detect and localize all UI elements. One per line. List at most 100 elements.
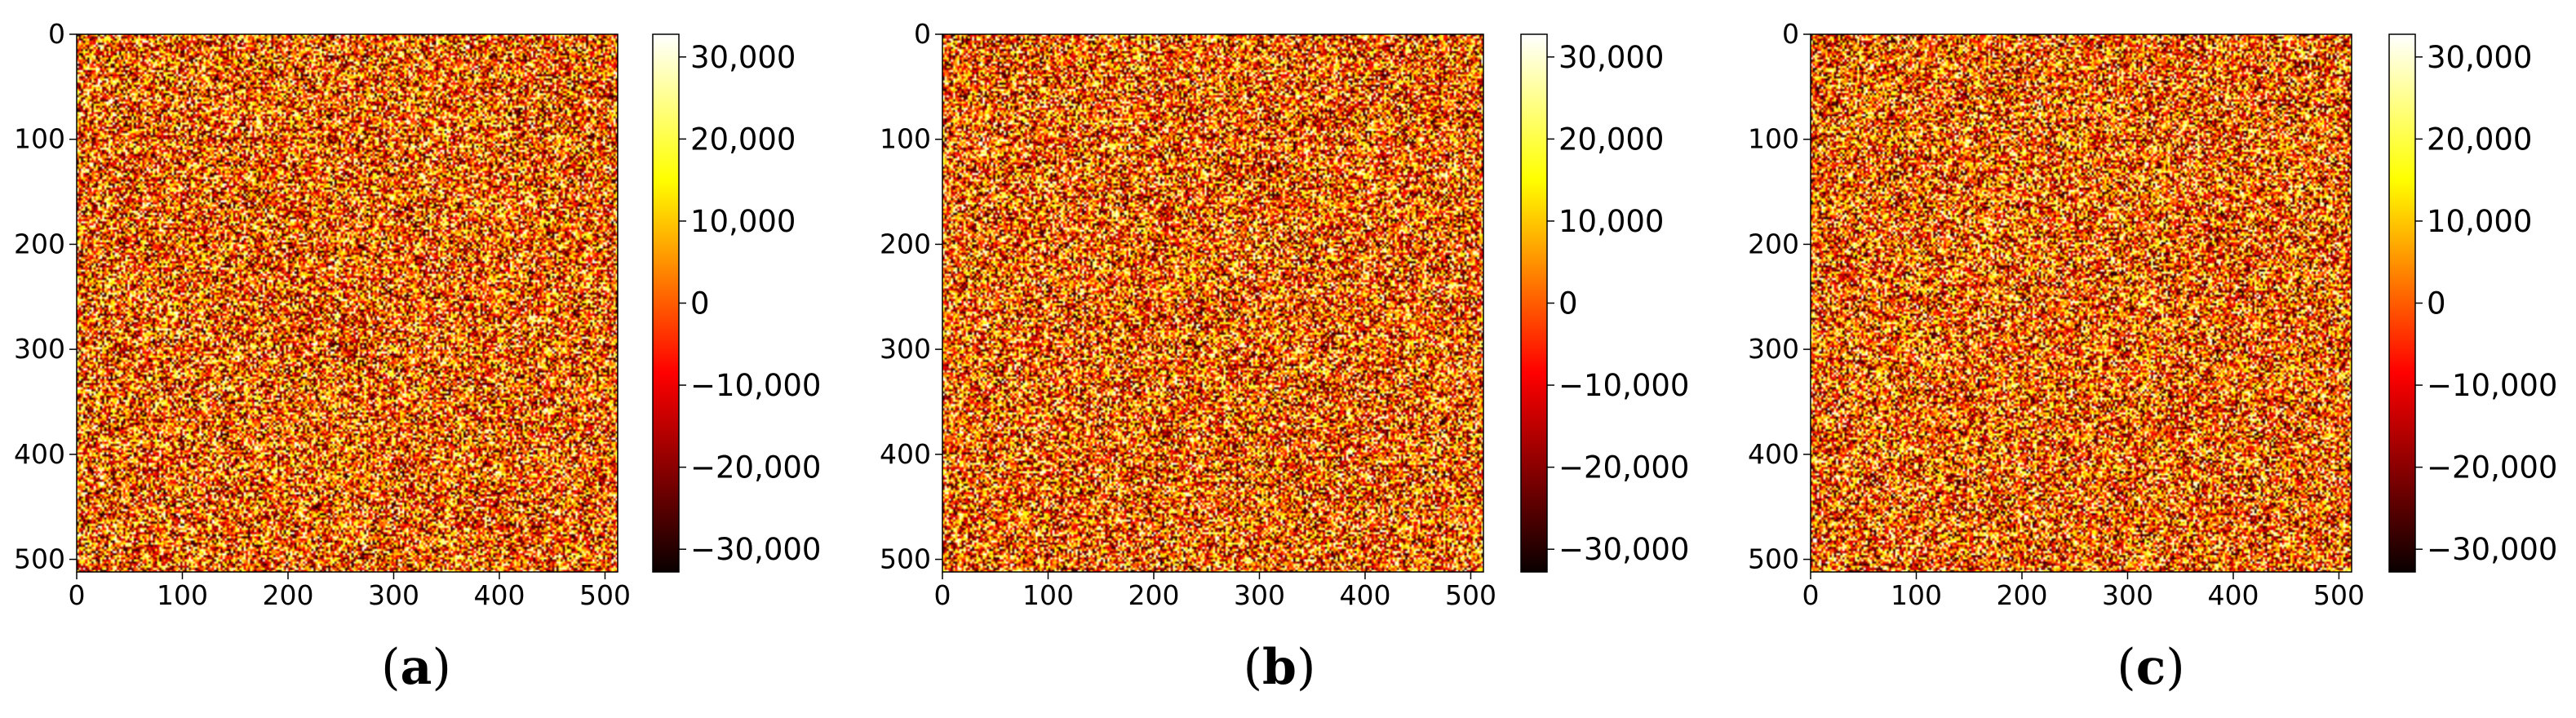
y-tick-label: 400: [14, 438, 65, 470]
x-tick-label: 100: [1022, 579, 1074, 611]
x-axis: 0 100 200 300 400 500: [69, 572, 631, 611]
colorbar-axis: 30,000 20,000 10,000 0 −10,000 −20,000 −30,000: [1547, 40, 1689, 567]
heatmap-image: [77, 34, 618, 572]
colorbar-tick-label: −10,000: [690, 368, 821, 403]
colorbar-tick: 10,000: [2415, 204, 2532, 239]
y-tick-label: 0: [914, 18, 931, 50]
y-tick-label: 500: [1748, 543, 1799, 575]
x-tick-label: 300: [368, 579, 419, 611]
x-tick: 100: [1891, 572, 1942, 611]
colorbar-tick-label: −30,000: [1558, 532, 1689, 567]
colorbar-tick: 0: [679, 286, 710, 321]
panel-b: 0 100 200 300 400 500 0 100 200 300 400 500 30,000…: [880, 18, 1689, 696]
x-tick: 400: [473, 572, 525, 611]
colorbar-tick: −20,000: [1547, 450, 1689, 485]
y-tick: 400: [14, 438, 77, 470]
colorbar-tick-label: −20,000: [2427, 450, 2557, 485]
colorbar-axis: 30,000 20,000 10,000 0 −10,000 −20,000 −30,000: [2415, 40, 2557, 567]
y-axis: 0 100 200 300 400 500: [1748, 18, 1811, 575]
colorbar-tick: −30,000: [679, 532, 821, 567]
x-tick: 200: [1128, 572, 1179, 611]
panel-caption: (a): [381, 639, 451, 696]
y-tick-label: 0: [1782, 18, 1799, 50]
panel-a: 0 100 200 300 400 500 0 100 200 300 400 500 30,000…: [14, 18, 821, 696]
x-axis: 0 100 200 300 400 500: [934, 572, 1496, 611]
x-tick: 100: [157, 572, 208, 611]
y-tick-label: 0: [48, 18, 65, 50]
colorbar-tick-label: 0: [690, 286, 710, 321]
y-tick: 100: [14, 123, 77, 155]
colorbar-tick: 30,000: [2415, 40, 2532, 75]
y-axis: 0 100 200 300 400 500: [880, 18, 942, 575]
x-tick-label: 100: [157, 579, 208, 611]
y-tick: 400: [880, 438, 942, 470]
x-tick: 300: [2102, 572, 2153, 611]
colorbar: [652, 33, 680, 573]
x-tick: 500: [579, 572, 631, 611]
colorbar-tick-label: −20,000: [1558, 450, 1689, 485]
colorbar-tick-label: 10,000: [1558, 204, 1664, 239]
y-tick: 500: [880, 543, 942, 575]
y-tick: 0: [1782, 18, 1811, 50]
colorbar-tick-label: −30,000: [690, 532, 821, 567]
heatmap-image: [942, 34, 1483, 572]
x-tick: 500: [2313, 572, 2365, 611]
x-tick-label: 0: [69, 579, 86, 611]
colorbar-tick-label: 20,000: [2427, 122, 2532, 157]
colorbar-tick-label: 30,000: [1558, 40, 1664, 75]
colorbar-tick: 0: [1547, 286, 1578, 321]
y-tick: 200: [14, 228, 77, 259]
colorbar-tick-label: 20,000: [690, 122, 796, 157]
y-tick: 500: [1748, 543, 1811, 575]
x-tick: 0: [934, 572, 951, 611]
colorbar-tick: −20,000: [679, 450, 821, 485]
colorbar-tick-label: 0: [2427, 286, 2446, 321]
x-tick: 100: [1022, 572, 1074, 611]
x-tick: 400: [2207, 572, 2259, 611]
y-tick-label: 100: [14, 123, 65, 155]
colorbar-tick-label: −10,000: [2427, 368, 2557, 403]
y-tick-label: 500: [880, 543, 931, 575]
colorbar-tick: −10,000: [2415, 368, 2557, 403]
panel-c: 0 100 200 300 400 500 0 100 200 300 400 500 30,000…: [1748, 18, 2557, 696]
x-tick-label: 200: [262, 579, 313, 611]
x-tick-label: 400: [2207, 579, 2259, 611]
y-tick-label: 300: [880, 333, 931, 365]
heatmap-frame: [1810, 33, 2352, 573]
y-tick: 100: [880, 123, 942, 155]
x-tick-label: 100: [1891, 579, 1942, 611]
y-tick: 500: [14, 543, 77, 575]
x-axis: 0 100 200 300 400 500: [1802, 572, 2365, 611]
x-tick-label: 200: [1996, 579, 2047, 611]
colorbar-tick: 20,000: [1547, 122, 1664, 157]
y-tick-label: 100: [880, 123, 931, 155]
y-tick: 200: [880, 228, 942, 259]
x-tick-label: 500: [1445, 579, 1496, 611]
y-tick-label: 100: [1748, 123, 1799, 155]
y-tick-label: 200: [880, 228, 931, 259]
x-tick-label: 0: [934, 579, 951, 611]
y-tick-label: 300: [1748, 333, 1799, 365]
colorbar-tick: 20,000: [679, 122, 796, 157]
colorbar-tick: 30,000: [1547, 40, 1664, 75]
colorbar-tick: −10,000: [1547, 368, 1689, 403]
x-tick-label: 300: [2102, 579, 2153, 611]
panel-caption: (b): [1244, 639, 1316, 696]
colorbar-tick-label: −10,000: [1558, 368, 1689, 403]
colorbar-tick-label: 10,000: [2427, 204, 2532, 239]
colorbar: [1520, 33, 1548, 573]
panel-caption: (c): [2117, 639, 2184, 696]
colorbar-tick: 20,000: [2415, 122, 2532, 157]
y-tick-label: 200: [14, 228, 65, 259]
colorbar-tick: −30,000: [1547, 532, 1689, 567]
colorbar-tick: 10,000: [1547, 204, 1664, 239]
x-tick-label: 500: [2313, 579, 2365, 611]
y-tick: 300: [880, 333, 942, 365]
y-tick: 400: [1748, 438, 1811, 470]
x-tick-label: 0: [1802, 579, 1820, 611]
y-axis: 0 100 200 300 400 500: [14, 18, 77, 575]
y-tick: 200: [1748, 228, 1811, 259]
colorbar-tick-label: 20,000: [1558, 122, 1664, 157]
colorbar-tick-label: 10,000: [690, 204, 796, 239]
